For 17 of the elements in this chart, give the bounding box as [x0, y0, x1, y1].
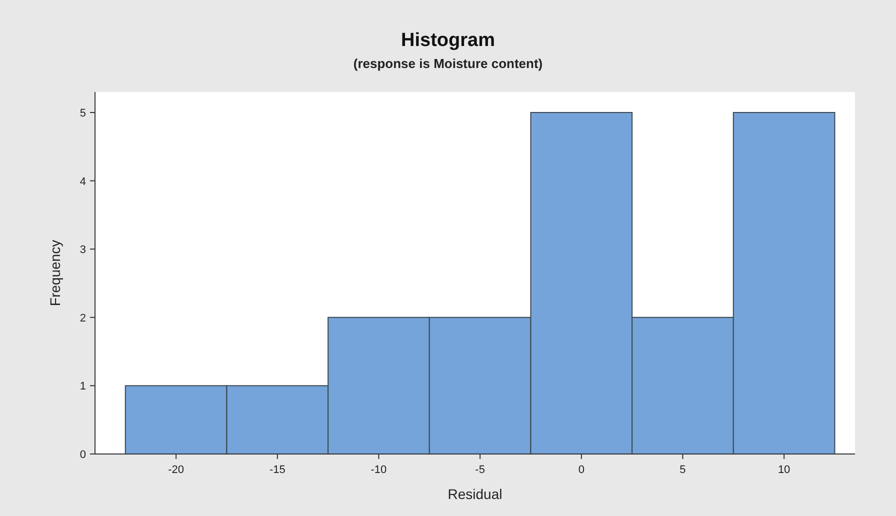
y-tick-label: 4: [80, 176, 86, 188]
y-axis-title: Frequency: [47, 240, 63, 306]
x-axis-title: Residual: [448, 486, 502, 502]
y-tick-label: 2: [80, 312, 86, 324]
y-tick-label: 5: [80, 107, 86, 120]
x-tick-label: -20: [168, 464, 184, 476]
x-tick-label: -10: [370, 464, 387, 476]
x-tick-label: 0: [578, 464, 584, 476]
y-tick-label: 1: [80, 380, 86, 393]
chart-subtitle: (response is Moisture content): [353, 56, 543, 71]
x-tick-label: 10: [778, 464, 790, 476]
x-tick-label: 5: [680, 464, 686, 476]
y-tick-label: 0: [80, 449, 86, 461]
x-tick-label: -5: [475, 464, 485, 476]
y-tick-label: 3: [80, 244, 86, 256]
x-tick-label: -15: [269, 464, 286, 476]
chart-title: Histogram: [401, 30, 495, 51]
